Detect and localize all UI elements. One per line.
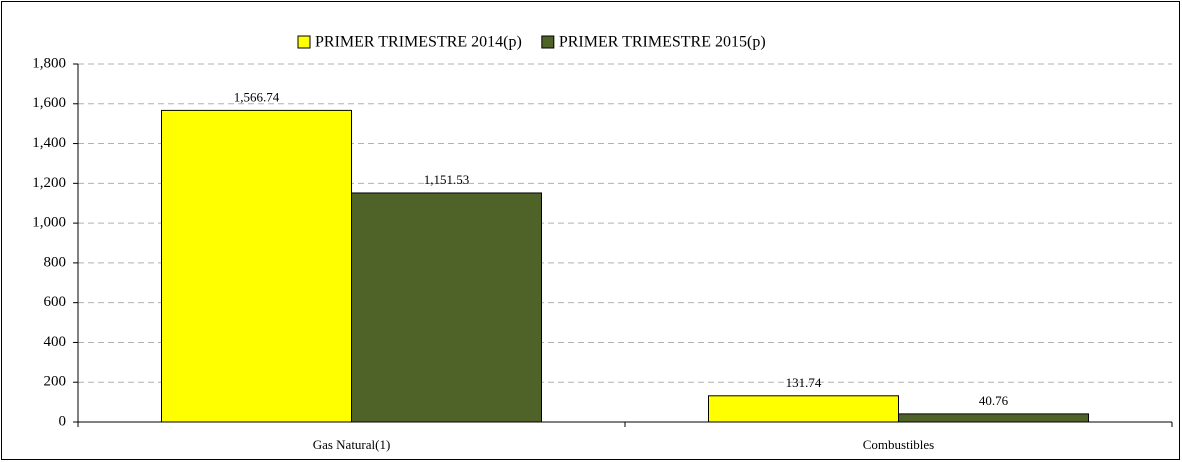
y-tick-label: 0 (59, 413, 67, 429)
legend-swatch (297, 35, 311, 49)
legend-label: PRIMER TRIMESTRE 2015(p) (559, 34, 766, 51)
y-tick-label: 1,800 (32, 55, 66, 71)
y-tick-label: 1,200 (32, 175, 66, 191)
y-tick-label: 600 (44, 294, 67, 310)
data-label: 131.74 (786, 375, 822, 390)
y-tick-label: 1,400 (32, 135, 66, 151)
data-label: 1,566.74 (234, 89, 280, 104)
y-tick-label: 1,000 (32, 215, 66, 231)
y-tick-label: 200 (44, 374, 67, 390)
bar (351, 192, 542, 423)
bar (898, 413, 1089, 423)
y-tick-label: 400 (44, 334, 67, 350)
x-tick-label: Gas Natural(1) (313, 437, 391, 452)
bar (708, 395, 899, 423)
legend-swatch (541, 35, 555, 49)
legend-label: PRIMER TRIMESTRE 2014(p) (315, 34, 522, 51)
data-label: 40.76 (979, 393, 1009, 408)
y-tick-label: 800 (44, 254, 67, 270)
y-tick-label: 1,600 (32, 95, 66, 111)
bar (161, 109, 352, 423)
data-label: 1,151.53 (424, 172, 470, 187)
x-tick-label: Combustibles (863, 437, 935, 452)
